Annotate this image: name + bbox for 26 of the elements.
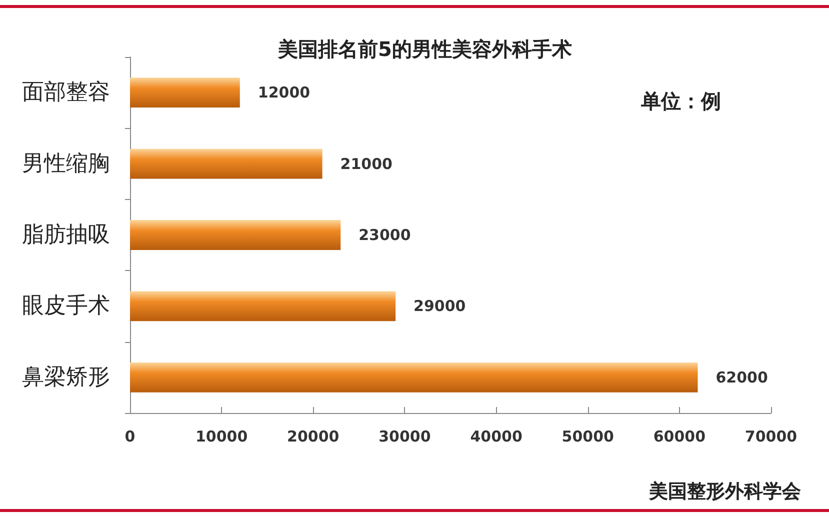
bar bbox=[130, 291, 396, 322]
data-label: 23000 bbox=[358, 226, 411, 244]
y-tick-label: 眼皮手术 bbox=[22, 294, 110, 319]
x-tick-label: 20000 bbox=[287, 428, 340, 446]
x-tick-label: 10000 bbox=[195, 428, 248, 446]
y-tick-label: 脂肪抽吸 bbox=[22, 222, 110, 248]
bar bbox=[130, 78, 240, 108]
data-label: 12000 bbox=[258, 84, 310, 102]
bar bbox=[130, 148, 322, 179]
x-tick-label: 40000 bbox=[470, 428, 522, 446]
data-label: 29000 bbox=[414, 297, 466, 316]
bar bbox=[130, 220, 341, 250]
y-tick-label: 男性缩胸 bbox=[22, 151, 110, 176]
x-tick-label: 50000 bbox=[562, 428, 614, 446]
chart-title: 美国排名前5的男性美容外科手术 bbox=[277, 37, 572, 61]
text: 美国整形外科学会 bbox=[648, 480, 802, 502]
data-label: 21000 bbox=[340, 154, 392, 173]
x-tick-label: 30000 bbox=[378, 428, 431, 446]
bar bbox=[130, 362, 698, 392]
x-tick-label: 70000 bbox=[744, 428, 798, 446]
y-tick-label: 面部整容 bbox=[22, 80, 110, 106]
x-tick-label: 60000 bbox=[653, 428, 706, 446]
y-tick-label: 鼻梁矫形 bbox=[22, 364, 110, 390]
data-label: 62000 bbox=[716, 368, 768, 386]
annotation: 单位：例 bbox=[640, 89, 721, 113]
x-tick-label: 0 bbox=[124, 428, 136, 446]
